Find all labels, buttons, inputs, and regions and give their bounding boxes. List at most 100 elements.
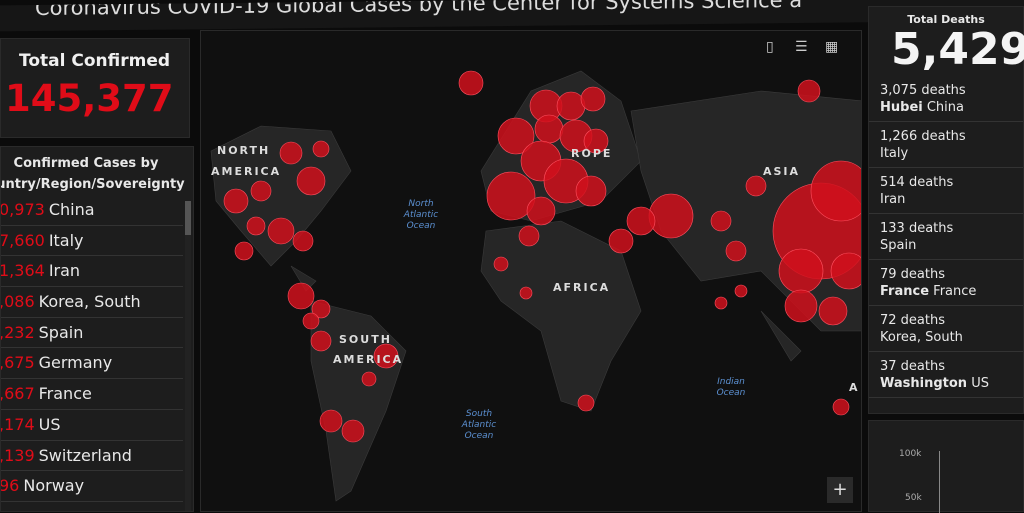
case-bubble[interactable]: [725, 240, 747, 262]
label-north-atlantic: North Atlantic Ocean: [403, 199, 439, 231]
case-bubble[interactable]: [526, 196, 556, 226]
death-count: 133 deaths: [880, 221, 954, 236]
case-bubble[interactable]: [246, 216, 266, 236]
country-row[interactable]: 96 Norway: [0, 471, 183, 502]
case-bubble[interactable]: [310, 330, 332, 352]
death-row[interactable]: 133 deaths Spain: [869, 214, 1023, 260]
country-name: Korea, South: [38, 292, 141, 312]
grid-icon[interactable]: ▦: [825, 39, 839, 55]
case-bubble[interactable]: [250, 180, 272, 202]
case-bubble[interactable]: [580, 86, 606, 112]
list-icon[interactable]: ☰: [795, 39, 808, 55]
death-row[interactable]: 1,266 deaths Italy: [869, 122, 1023, 168]
case-count: 96: [0, 476, 20, 496]
case-count: ,667: [0, 384, 35, 404]
case-bubble[interactable]: [312, 140, 330, 158]
country-name: Norway: [23, 476, 85, 496]
country-name: Germany: [38, 353, 113, 373]
label-indian-ocean: Indian Ocean: [716, 377, 746, 398]
case-bubble[interactable]: [710, 210, 732, 232]
case-bubble[interactable]: [341, 419, 365, 443]
country-row[interactable]: ,232 Spain: [1, 318, 183, 349]
country-row[interactable]: ,139 Switzerland: [0, 441, 183, 472]
map-canvas[interactable]: [201, 31, 862, 512]
country-name: China: [48, 200, 95, 219]
country-row[interactable]: ,675 Germany: [0, 348, 183, 380]
death-row[interactable]: 37 deaths Washington US: [869, 352, 1023, 398]
total-deaths-value: 5,429: [891, 24, 1024, 75]
case-bubble[interactable]: [518, 225, 540, 247]
case-bubble[interactable]: [493, 256, 509, 272]
case-bubble[interactable]: [292, 230, 314, 252]
case-bubble[interactable]: [519, 286, 533, 300]
case-bubble[interactable]: [648, 193, 694, 239]
case-bubble[interactable]: [784, 289, 818, 323]
case-bubble[interactable]: [818, 296, 848, 326]
case-bubble[interactable]: [296, 166, 326, 196]
case-bubble[interactable]: [830, 252, 862, 290]
total-deaths-panel: Total Deaths 5,429 3,075 deaths Hubei Chi…: [868, 6, 1024, 414]
case-bubble[interactable]: [302, 312, 320, 330]
case-bubble[interactable]: [458, 70, 484, 96]
case-bubble[interactable]: [797, 79, 821, 103]
case-bubble[interactable]: [497, 117, 535, 155]
case-count: ,174: [0, 414, 35, 434]
country-row[interactable]: ,086 Korea, South: [1, 287, 183, 318]
header-line-2: ountry/Region/Sovereignty: [0, 177, 185, 192]
death-row[interactable]: 72 deaths Korea, South: [869, 306, 1023, 352]
case-bubble[interactable]: [577, 394, 595, 412]
case-bubble[interactable]: [223, 188, 249, 214]
case-bubble[interactable]: [714, 296, 728, 310]
case-bubble[interactable]: [626, 206, 656, 236]
case-bubble[interactable]: [373, 343, 399, 369]
case-bubble[interactable]: [556, 91, 586, 121]
case-bubble[interactable]: [534, 114, 564, 144]
tick-100k: 100k: [899, 449, 922, 459]
label-north-america-2: AMERICA: [211, 165, 282, 178]
world-map[interactable]: NORTH AMERICA ROPE ASIA AFRICA SOUTH AME…: [200, 30, 862, 512]
case-bubble[interactable]: [234, 241, 254, 261]
case-bubble[interactable]: [832, 398, 850, 416]
case-bubble[interactable]: [361, 371, 377, 387]
country-name: Switzerland: [38, 445, 132, 465]
country-row[interactable]: 7,660 Italy: [1, 226, 183, 257]
death-place-bold: Hubei: [880, 100, 923, 115]
bookmark-icon[interactable]: ▯: [766, 39, 774, 55]
country-row[interactable]: ,174 US: [0, 410, 183, 441]
death-place: China: [926, 100, 964, 115]
country-row[interactable]: 0,973 China: [0, 195, 183, 226]
case-bubble[interactable]: [810, 160, 862, 222]
death-place: US: [971, 376, 989, 391]
case-bubble[interactable]: [287, 282, 315, 310]
death-count: 514 deaths: [880, 175, 954, 190]
case-bubble[interactable]: [778, 248, 824, 294]
cases-chart: 100k 50k: [868, 420, 1024, 513]
country-row[interactable]: ,667 France: [0, 379, 183, 410]
country-row[interactable]: 1,364 Iran: [0, 256, 183, 288]
country-list-header: Confirmed Cases by ountry/Region/Sovereig…: [0, 147, 193, 195]
case-count: ,675: [0, 353, 35, 373]
case-bubble[interactable]: [267, 217, 295, 245]
death-count: 3,075 deaths: [880, 83, 966, 98]
case-bubble[interactable]: [279, 141, 303, 165]
case-bubble[interactable]: [319, 409, 343, 433]
case-bubble[interactable]: [745, 175, 767, 197]
death-count: 1,266 deaths: [880, 129, 966, 144]
scrollbar-thumb[interactable]: [185, 201, 191, 235]
case-bubble[interactable]: [608, 228, 634, 254]
death-row[interactable]: 79 deaths France France: [869, 260, 1023, 306]
zoom-in-button[interactable]: +: [827, 477, 853, 503]
death-row[interactable]: 3,075 deaths Hubei China: [869, 76, 1023, 122]
case-count: ,139: [0, 445, 35, 465]
y-axis: [939, 451, 940, 513]
case-bubble[interactable]: [311, 299, 331, 319]
death-row[interactable]: 514 deaths Iran: [869, 168, 1023, 214]
case-count: 0,973: [0, 200, 45, 219]
country-name: Iran: [48, 261, 81, 281]
case-bubble[interactable]: [734, 284, 748, 298]
case-count: 1,364: [0, 261, 45, 281]
case-bubble[interactable]: [575, 175, 607, 207]
case-bubble[interactable]: [486, 171, 536, 221]
scrollbar[interactable]: [185, 201, 191, 511]
case-bubble[interactable]: [583, 128, 609, 154]
